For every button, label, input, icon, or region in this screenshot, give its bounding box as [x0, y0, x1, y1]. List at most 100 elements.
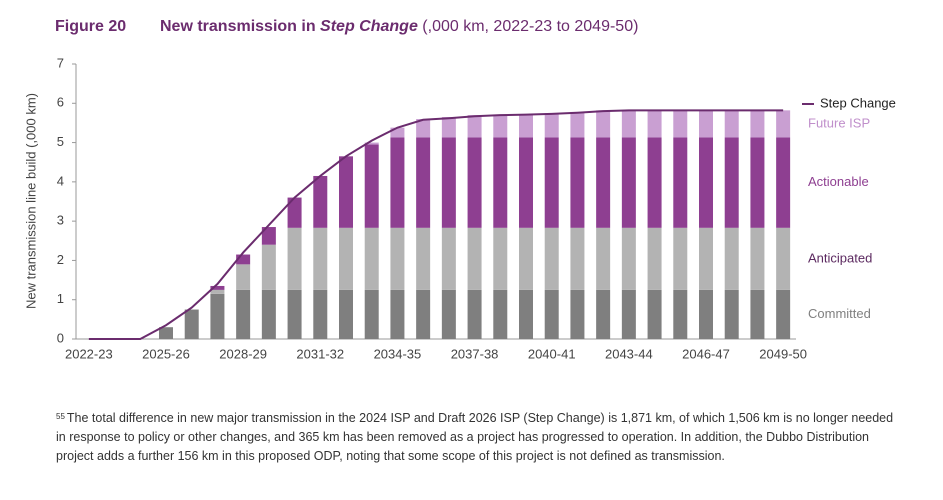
bar-segment [339, 156, 353, 228]
chart-title: New transmission in Step Change (,000 km… [160, 18, 638, 35]
x-tick-label: 2040-41 [528, 346, 576, 361]
y-axis-title: New transmission line build (,000 km) [23, 93, 38, 309]
bar-segment [364, 144, 379, 228]
footnote-text: The total difference in new major transm… [56, 411, 894, 463]
bar-segment [596, 110, 611, 138]
bar-segment [621, 137, 636, 228]
bar-segment [339, 227, 353, 290]
line [88, 109, 784, 340]
x-tick-label: 2046-47 [682, 346, 730, 361]
bar-segment [339, 289, 353, 339]
bar-segment [210, 285, 225, 290]
bar-segment [750, 137, 765, 228]
bar-segment [364, 142, 379, 145]
bar-segment [287, 197, 302, 228]
bar-segment [236, 289, 251, 339]
figure-label: Figure 20 [55, 18, 126, 35]
bar-segment [416, 289, 431, 339]
bar-segment [467, 115, 482, 138]
bar-segment [544, 227, 559, 290]
bar-segment [596, 227, 611, 290]
bar-segment [699, 289, 713, 339]
bar-segment [313, 289, 328, 339]
bar-segment [261, 244, 276, 290]
bar-segment [776, 227, 791, 290]
bar-segment [673, 289, 688, 339]
bar-segment [416, 227, 431, 290]
bar-segment [750, 227, 765, 290]
bar-segment [493, 115, 508, 138]
bar-segment [724, 289, 739, 339]
series-label: Committed [808, 306, 871, 321]
bar-segment [673, 227, 688, 290]
bar-segment [570, 111, 585, 138]
bar-segment [390, 137, 405, 228]
bar-segment [699, 137, 713, 228]
bar-segment [441, 137, 456, 228]
bar-segment [441, 117, 456, 138]
bar-segment [236, 254, 251, 265]
series-label: Anticipated [808, 250, 872, 265]
bar-segment [724, 137, 739, 228]
subtitle: (,000 km, 2022-23 to 2049-50) [422, 18, 638, 35]
y-tick-label: 6 [57, 95, 64, 110]
bar-segment [467, 227, 482, 290]
bar-segment [699, 227, 713, 290]
bar-segment [621, 289, 636, 339]
y-tick-label: 5 [57, 134, 64, 149]
bar-segment [467, 137, 482, 228]
bar-segment [236, 264, 251, 290]
bar-segment [647, 289, 662, 339]
bar-segment [313, 227, 328, 290]
x-tick-label: 2022-23 [65, 346, 113, 361]
bar-segment [390, 227, 405, 290]
bar-segment [519, 289, 533, 339]
bar-segment [261, 227, 276, 245]
bar-segment [570, 289, 585, 339]
bar-segment [364, 289, 379, 339]
bar-segment [493, 137, 508, 228]
x-tick-label: 2049-50 [759, 346, 807, 361]
bar-segment [544, 289, 559, 339]
bar-segment [261, 289, 276, 339]
bar-segment [519, 114, 533, 138]
chart: Figure 20 New transmission in Step Chang… [23, 18, 895, 361]
series-label: Future ISP [808, 115, 870, 130]
x-tick-label: 2031-32 [296, 346, 344, 361]
bar-segment [776, 110, 791, 138]
bar-segment [699, 110, 713, 138]
bar-segment [364, 227, 379, 290]
bar-segment [673, 137, 688, 228]
y-tick-label: 0 [57, 330, 64, 345]
x-tick-label: 2034-35 [374, 346, 422, 361]
bar-segment [287, 289, 302, 339]
bar-segment [493, 289, 508, 339]
y-tick-label: 3 [57, 213, 64, 228]
bar-segment [467, 289, 482, 339]
bar-segment [724, 110, 739, 138]
bar-segment [673, 110, 688, 138]
y-tick-label: 1 [57, 291, 64, 306]
bar-segment [441, 227, 456, 290]
series-label: Actionable [808, 174, 869, 189]
bar-segment [544, 113, 559, 138]
bar-segment [724, 227, 739, 290]
bar-segment [184, 309, 199, 339]
bar-segment [570, 227, 585, 290]
bar-segment [570, 137, 585, 228]
x-tick-label: 2037-38 [451, 346, 499, 361]
bar-segment [210, 289, 225, 294]
bar-segment [621, 110, 636, 138]
bar-segment [596, 137, 611, 228]
bar-segment [287, 227, 302, 290]
y-tick-label: 4 [57, 173, 64, 188]
bar-segment [210, 293, 225, 339]
bar-segment [519, 227, 533, 290]
bar-segment [750, 289, 765, 339]
bar-segment [750, 110, 765, 138]
bar-segment [313, 175, 328, 228]
bar-segment [544, 137, 559, 228]
x-tick-label: 2025-26 [142, 346, 190, 361]
bar-segment [519, 137, 533, 228]
